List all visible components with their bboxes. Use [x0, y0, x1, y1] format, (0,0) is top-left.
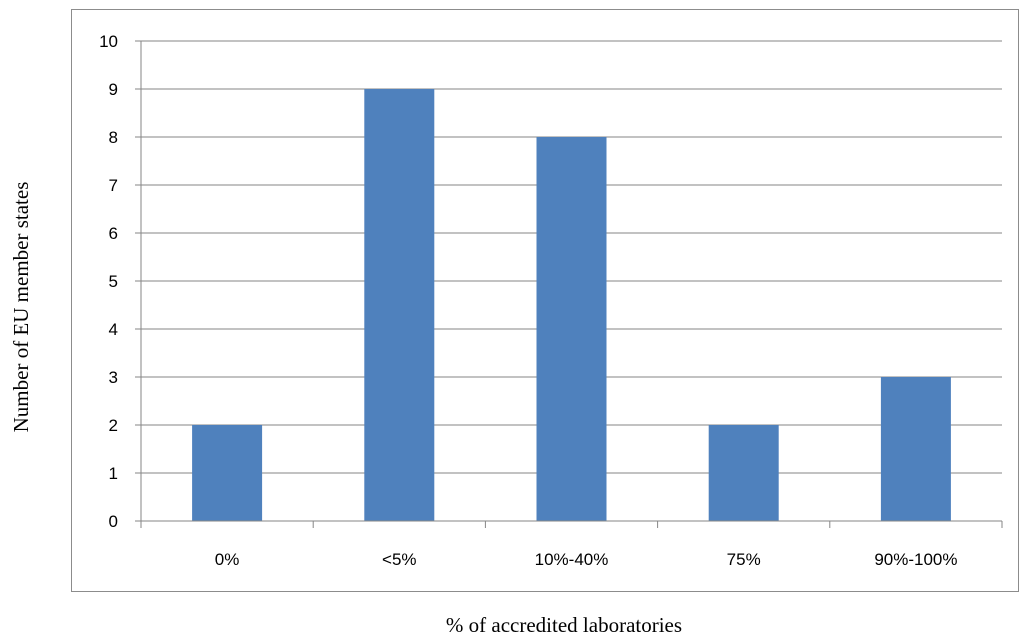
bar-2 — [536, 137, 607, 521]
y-tick-label-7: 7 — [109, 176, 118, 195]
y-tick-label-1: 1 — [109, 464, 118, 483]
x-tick-label-4: 90%-100% — [874, 550, 957, 569]
y-tick-label-8: 8 — [109, 128, 118, 147]
y-tick-label-3: 3 — [109, 368, 118, 387]
x-tick-label-3: 75% — [727, 550, 761, 569]
y-tick-label-2: 2 — [109, 416, 118, 435]
bar-3 — [708, 425, 779, 521]
x-tick-label-2: 10%-40% — [535, 550, 609, 569]
y-axis-title: Number of EU member states — [9, 182, 33, 433]
bars — [192, 89, 951, 521]
y-tick-label-5: 5 — [109, 272, 118, 291]
x-axis-title: % of accredited laboratories — [446, 613, 682, 637]
bar-0 — [192, 425, 263, 521]
gridlines — [141, 40, 1002, 474]
axes — [135, 40, 1003, 528]
x-tick-label-1: <5% — [382, 550, 417, 569]
bar-1 — [364, 89, 435, 521]
y-tick-label-6: 6 — [109, 224, 118, 243]
x-tick-label-0: 0% — [215, 550, 240, 569]
y-tick-label-0: 0 — [109, 512, 118, 531]
y-tick-label-9: 9 — [109, 80, 118, 99]
y-tick-label-4: 4 — [109, 320, 118, 339]
bar-4 — [880, 377, 951, 521]
tick-labels: 0 1 2 3 4 5 6 7 8 9 10 0% <5% 10%-40% 75% 90%-100% — [99, 32, 957, 569]
y-tick-label-10: 10 — [99, 32, 118, 51]
